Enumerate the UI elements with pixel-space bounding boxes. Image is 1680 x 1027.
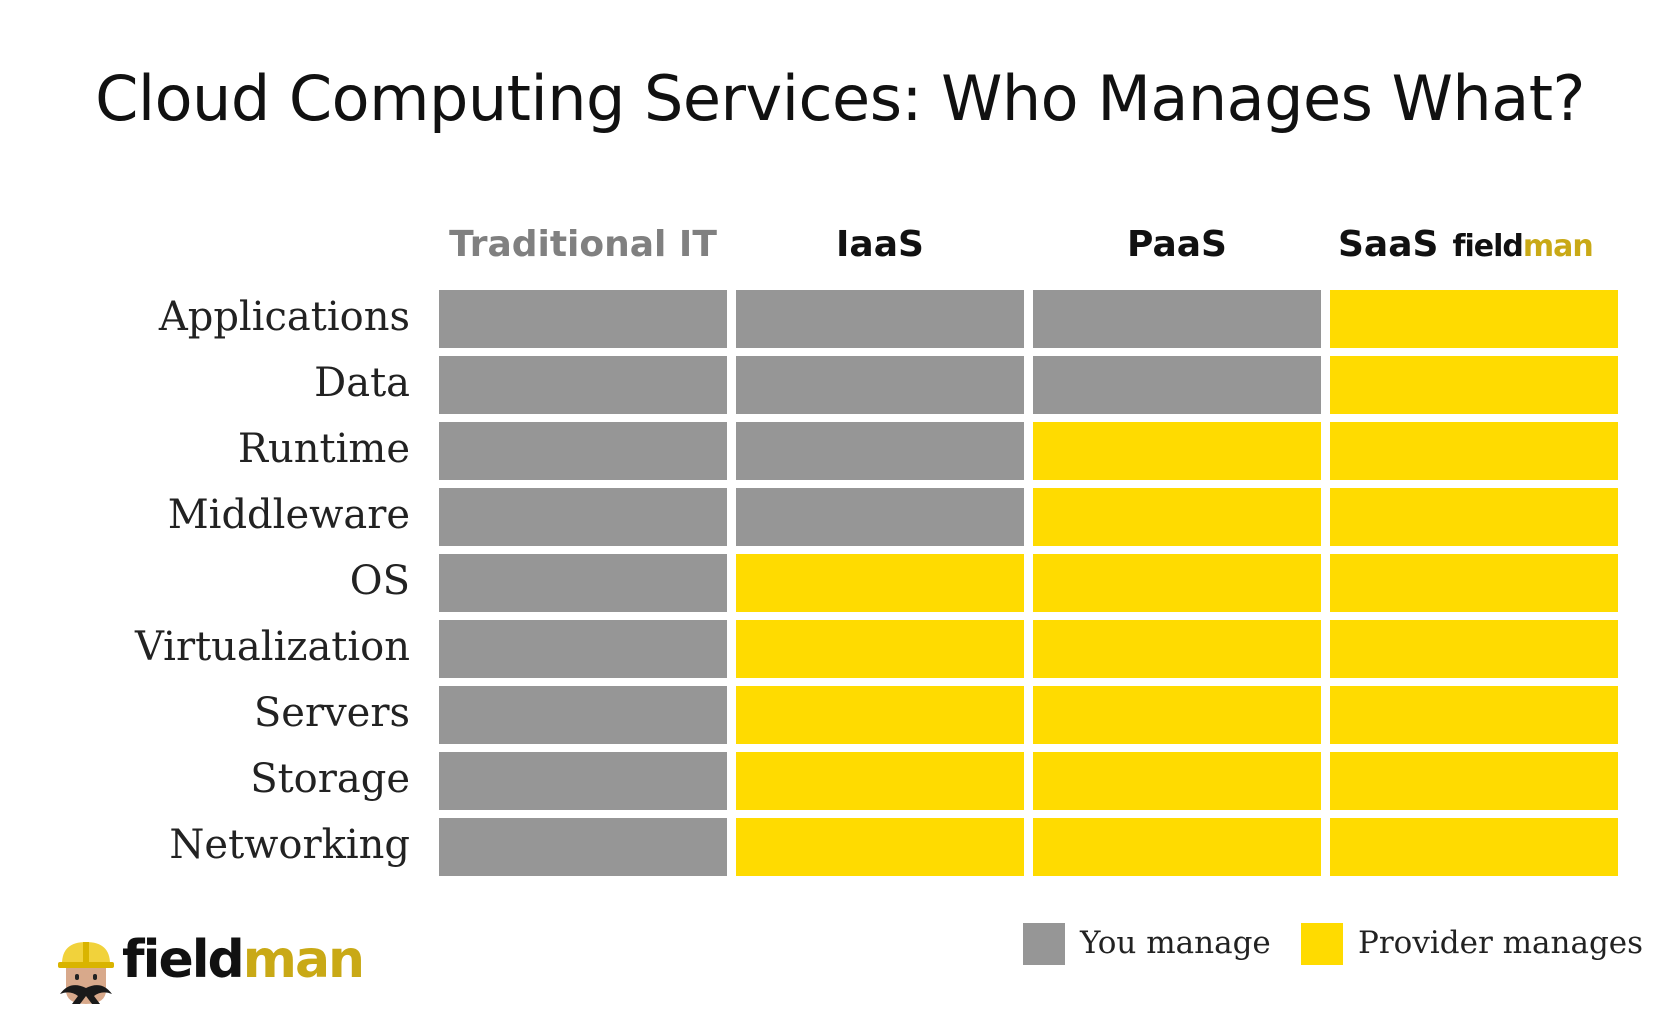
legend-label-provider-manages: Provider manages [1358, 925, 1644, 961]
cell-os-saas [1330, 554, 1618, 612]
row-label-os: OS [349, 558, 410, 604]
column-header-saas-group: SaaS fieldman [1338, 224, 1594, 265]
cell-applications-iaas [736, 290, 1024, 348]
cell-storage-traditional-it [439, 752, 727, 810]
brand-part1: field [122, 930, 245, 990]
cell-os-iaas [736, 554, 1024, 612]
cell-runtime-paas [1033, 422, 1321, 480]
cell-storage-iaas [736, 752, 1024, 810]
cell-middleware-saas [1330, 488, 1618, 546]
cell-os-paas [1033, 554, 1321, 612]
page-title: Cloud Computing Services: Who Manages Wh… [95, 62, 1585, 135]
column-header-traditional-it: Traditional IT [449, 224, 717, 265]
cell-middleware-iaas [736, 488, 1024, 546]
header-brand-part1: field [1452, 229, 1523, 264]
row-label-applications: Applications [158, 294, 410, 340]
cell-virtualization-iaas [736, 620, 1024, 678]
cell-middleware-traditional-it [439, 488, 727, 546]
column-header-paas: PaaS [1127, 224, 1227, 265]
cell-runtime-iaas [736, 422, 1024, 480]
cell-middleware-paas [1033, 488, 1321, 546]
legend-swatch-provider-manages [1301, 923, 1343, 965]
cell-runtime-traditional-it [439, 422, 727, 480]
fieldman-mascot-icon [58, 942, 114, 1004]
row-label-runtime: Runtime [237, 426, 410, 472]
cell-data-iaas [736, 356, 1024, 414]
cell-os-traditional-it [439, 554, 727, 612]
cell-networking-saas [1330, 818, 1618, 876]
row-label-middleware: Middleware [167, 492, 410, 538]
row-label-networking: Networking [169, 822, 410, 868]
row-label-servers: Servers [253, 690, 410, 736]
cell-data-paas [1033, 356, 1321, 414]
cell-networking-iaas [736, 818, 1024, 876]
cell-servers-paas [1033, 686, 1321, 744]
cell-storage-paas [1033, 752, 1321, 810]
header-brand-part2: man [1522, 229, 1594, 264]
row-label-storage: Storage [250, 756, 410, 802]
cell-applications-saas [1330, 290, 1618, 348]
column-header-iaas: IaaS [836, 224, 924, 265]
cell-servers-traditional-it [439, 686, 727, 744]
cell-runtime-saas [1330, 422, 1618, 480]
legend-label-you-manage: You manage [1080, 925, 1271, 961]
cell-virtualization-traditional-it [439, 620, 727, 678]
fieldman-logo: fieldman [56, 930, 376, 1008]
cell-applications-paas [1033, 290, 1321, 348]
column-header-saas: SaaS [1338, 224, 1439, 265]
cell-servers-saas [1330, 686, 1618, 744]
cell-virtualization-paas [1033, 620, 1321, 678]
cell-virtualization-saas [1330, 620, 1618, 678]
brand-wordmark: fieldman [122, 930, 365, 990]
cell-servers-iaas [736, 686, 1024, 744]
brand-part2: man [242, 930, 365, 990]
legend-swatch-you-manage [1023, 923, 1065, 965]
header-brand-logo: fieldman [1452, 229, 1594, 264]
cell-networking-traditional-it [439, 818, 727, 876]
cell-storage-saas [1330, 752, 1618, 810]
cell-data-saas [1330, 356, 1618, 414]
cell-data-traditional-it [439, 356, 727, 414]
cell-networking-paas [1033, 818, 1321, 876]
cell-applications-traditional-it [439, 290, 727, 348]
row-label-virtualization: Virtualization [135, 624, 410, 670]
row-label-data: Data [314, 360, 410, 406]
